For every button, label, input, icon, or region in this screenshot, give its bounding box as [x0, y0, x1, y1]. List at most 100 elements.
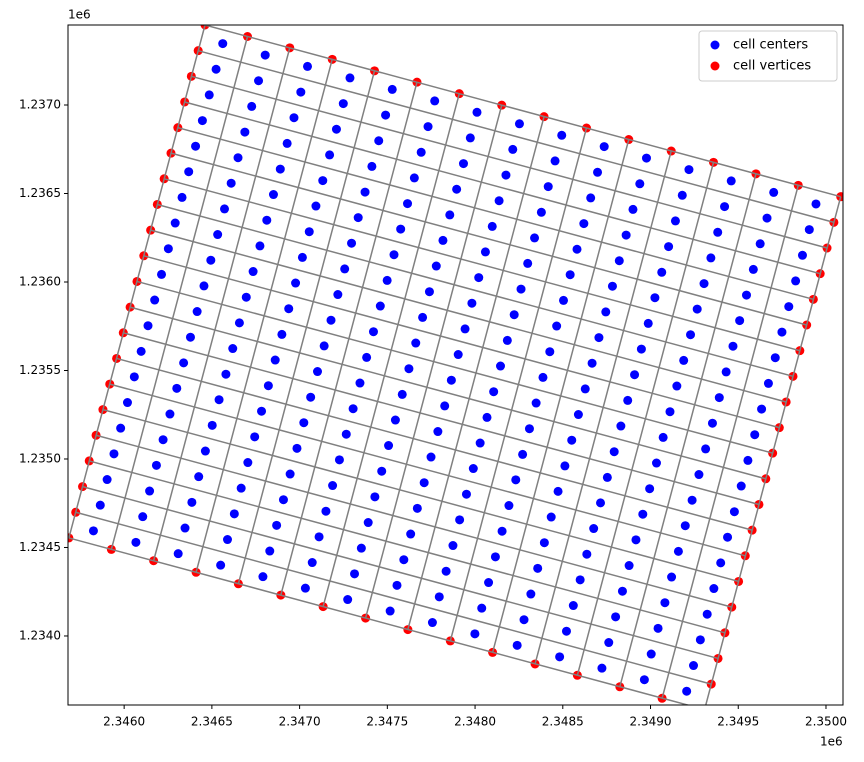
center-point: [247, 101, 257, 111]
center-point: [221, 369, 231, 379]
center-point: [516, 284, 526, 294]
cell-edge: [136, 280, 773, 454]
center-point: [670, 216, 680, 226]
center-point: [475, 438, 485, 448]
center-point: [735, 316, 745, 326]
center-point: [192, 307, 202, 317]
x-tick-label: 2.3465: [191, 715, 233, 729]
center-point: [241, 292, 251, 302]
center-point: [509, 310, 519, 320]
center-point: [122, 398, 132, 408]
center-point: [523, 258, 533, 268]
center-point: [180, 523, 190, 533]
center-point: [116, 423, 126, 433]
center-point: [338, 99, 348, 109]
center-point: [638, 509, 648, 519]
center-point: [601, 307, 611, 317]
cell-edge: [143, 255, 780, 429]
center-point: [487, 221, 497, 231]
center-point: [409, 173, 419, 183]
center-point: [157, 269, 167, 279]
y-tick-label: 1.2340: [19, 628, 61, 642]
center-point: [258, 572, 268, 582]
y-tick-label: 1.2345: [19, 540, 61, 554]
center-point: [641, 153, 651, 163]
center-point: [304, 227, 314, 237]
center-point: [811, 199, 821, 209]
center-point: [594, 333, 604, 343]
center-point: [514, 119, 524, 129]
center-point: [452, 184, 462, 194]
center-point: [706, 253, 716, 263]
center-point: [204, 90, 214, 100]
center-point: [539, 538, 549, 548]
axes: 2.3460 2.3465 2.3470 2.3475 2.3480 2.3485 2.34…: [19, 98, 847, 729]
center-point: [292, 443, 302, 453]
center-point: [694, 470, 704, 480]
center-point: [645, 484, 655, 494]
center-point: [602, 472, 612, 482]
center-point: [382, 275, 392, 285]
center-point: [553, 486, 563, 496]
center-point: [216, 560, 226, 570]
center-point: [362, 352, 372, 362]
center-point: [769, 187, 779, 197]
center-point: [356, 543, 366, 553]
center-point: [561, 626, 571, 636]
center-point: [95, 500, 105, 510]
center-point: [512, 640, 522, 650]
center-point: [477, 603, 487, 613]
center-point: [519, 615, 529, 625]
center-point: [689, 661, 699, 671]
y-tick-label: 1.2370: [19, 98, 61, 112]
cell-edge: [68, 537, 691, 705]
center-point: [143, 321, 153, 331]
center-point: [347, 238, 357, 248]
center-point: [403, 199, 413, 209]
center-point: [355, 378, 365, 388]
center-point: [172, 383, 182, 393]
center-point: [599, 142, 609, 152]
center-point: [482, 412, 492, 422]
center-point: [550, 156, 560, 166]
center-point: [616, 421, 626, 431]
center-point: [631, 535, 641, 545]
center-point: [460, 324, 470, 334]
y-tick-label: 1.2365: [19, 186, 61, 200]
center-point: [179, 358, 189, 368]
center-point: [218, 39, 228, 49]
center-point: [387, 84, 397, 94]
cell-edge: [123, 332, 760, 506]
center-point: [270, 355, 280, 365]
center-point: [184, 167, 194, 177]
center-point: [381, 110, 391, 120]
center-point: [213, 230, 223, 240]
center-point: [131, 537, 141, 547]
center-point: [200, 446, 210, 456]
center-point: [163, 244, 173, 254]
center-point: [511, 475, 521, 485]
center-point: [424, 287, 434, 297]
center-point: [306, 392, 316, 402]
center-point: [543, 182, 553, 192]
center-point: [748, 264, 758, 274]
center-point: [165, 409, 175, 419]
center-point: [416, 147, 426, 157]
center-point: [250, 432, 260, 442]
center-point: [187, 497, 197, 507]
center-point: [392, 580, 402, 590]
center-point: [797, 250, 807, 260]
center-point: [494, 196, 504, 206]
center-point: [297, 252, 307, 262]
center-point: [536, 207, 546, 217]
center-point: [593, 167, 603, 177]
center-point: [580, 384, 590, 394]
y-tick-label: 1.2360: [19, 274, 61, 288]
center-point: [374, 136, 384, 146]
center-point: [729, 507, 739, 517]
center-point: [390, 415, 400, 425]
center-point: [467, 298, 477, 308]
center-point: [720, 202, 730, 212]
center-point: [607, 281, 617, 291]
center-point: [411, 338, 421, 348]
